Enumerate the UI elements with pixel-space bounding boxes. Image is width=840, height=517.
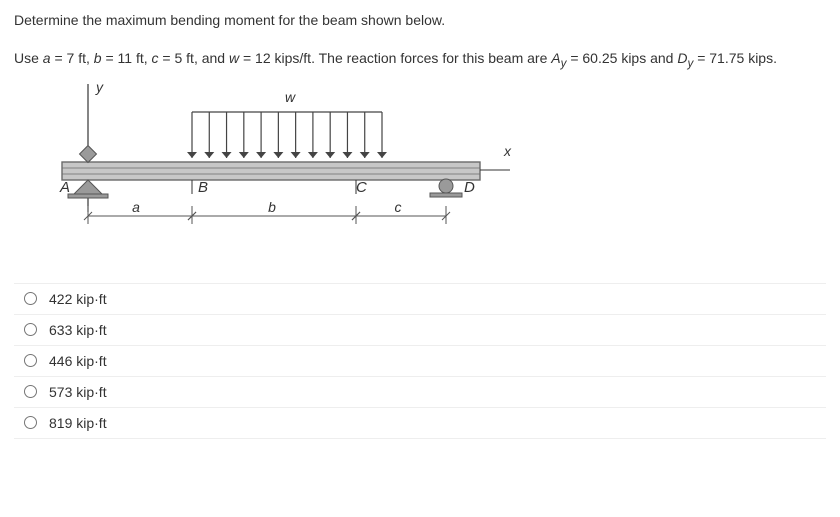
- svg-text:c: c: [395, 199, 402, 215]
- svg-text:y: y: [95, 84, 104, 95]
- var-dy: D: [677, 50, 687, 66]
- option-row[interactable]: 446 kip·ft: [14, 345, 826, 376]
- option-label-0[interactable]: 422 kip·ft: [49, 291, 107, 307]
- option-label-3[interactable]: 573 kip·ft: [49, 384, 107, 400]
- val-dy: = 71.75 kips.: [693, 50, 777, 66]
- var-c: c: [152, 50, 159, 66]
- option-radio-0[interactable]: [24, 292, 37, 305]
- svg-text:b: b: [268, 199, 276, 215]
- svg-text:A: A: [59, 179, 70, 196]
- var-b: b: [94, 50, 102, 66]
- beam-svg: y x w A B C Da b c: [32, 84, 512, 234]
- question-text: Determine the maximum bending moment for…: [14, 12, 826, 28]
- val-b: = 11 ft,: [102, 50, 152, 66]
- option-row[interactable]: 819 kip·ft: [14, 407, 826, 439]
- val-c: = 5 ft, and: [159, 50, 229, 66]
- parameters-line: Use a = 7 ft, b = 11 ft, c = 5 ft, and w…: [14, 50, 826, 70]
- option-radio-3[interactable]: [24, 385, 37, 398]
- svg-text:B: B: [198, 179, 208, 196]
- params-prefix: Use: [14, 50, 43, 66]
- val-a: = 7 ft,: [51, 50, 94, 66]
- svg-text:w: w: [285, 89, 296, 105]
- option-label-2[interactable]: 446 kip·ft: [49, 353, 107, 369]
- option-row[interactable]: 633 kip·ft: [14, 314, 826, 345]
- option-label-1[interactable]: 633 kip·ft: [49, 322, 107, 338]
- svg-text:C: C: [356, 179, 367, 196]
- val-ay: = 60.25 kips and: [566, 50, 677, 66]
- var-a: a: [43, 50, 51, 66]
- option-radio-2[interactable]: [24, 354, 37, 367]
- var-ay: A: [551, 50, 560, 66]
- svg-text:D: D: [464, 179, 475, 196]
- val-w: = 12 kips/ft. The reaction forces for th…: [239, 50, 551, 66]
- option-radio-1[interactable]: [24, 323, 37, 336]
- option-row[interactable]: 573 kip·ft: [14, 376, 826, 407]
- option-radio-4[interactable]: [24, 416, 37, 429]
- option-label-4[interactable]: 819 kip·ft: [49, 415, 107, 431]
- svg-text:a: a: [132, 199, 140, 215]
- option-row[interactable]: 422 kip·ft: [14, 283, 826, 314]
- answer-options: 422 kip·ft 633 kip·ft 446 kip·ft 573 kip…: [14, 283, 826, 439]
- svg-text:x: x: [503, 143, 512, 159]
- var-w: w: [229, 50, 239, 66]
- beam-diagram: y x w A B C Da b c: [32, 84, 826, 237]
